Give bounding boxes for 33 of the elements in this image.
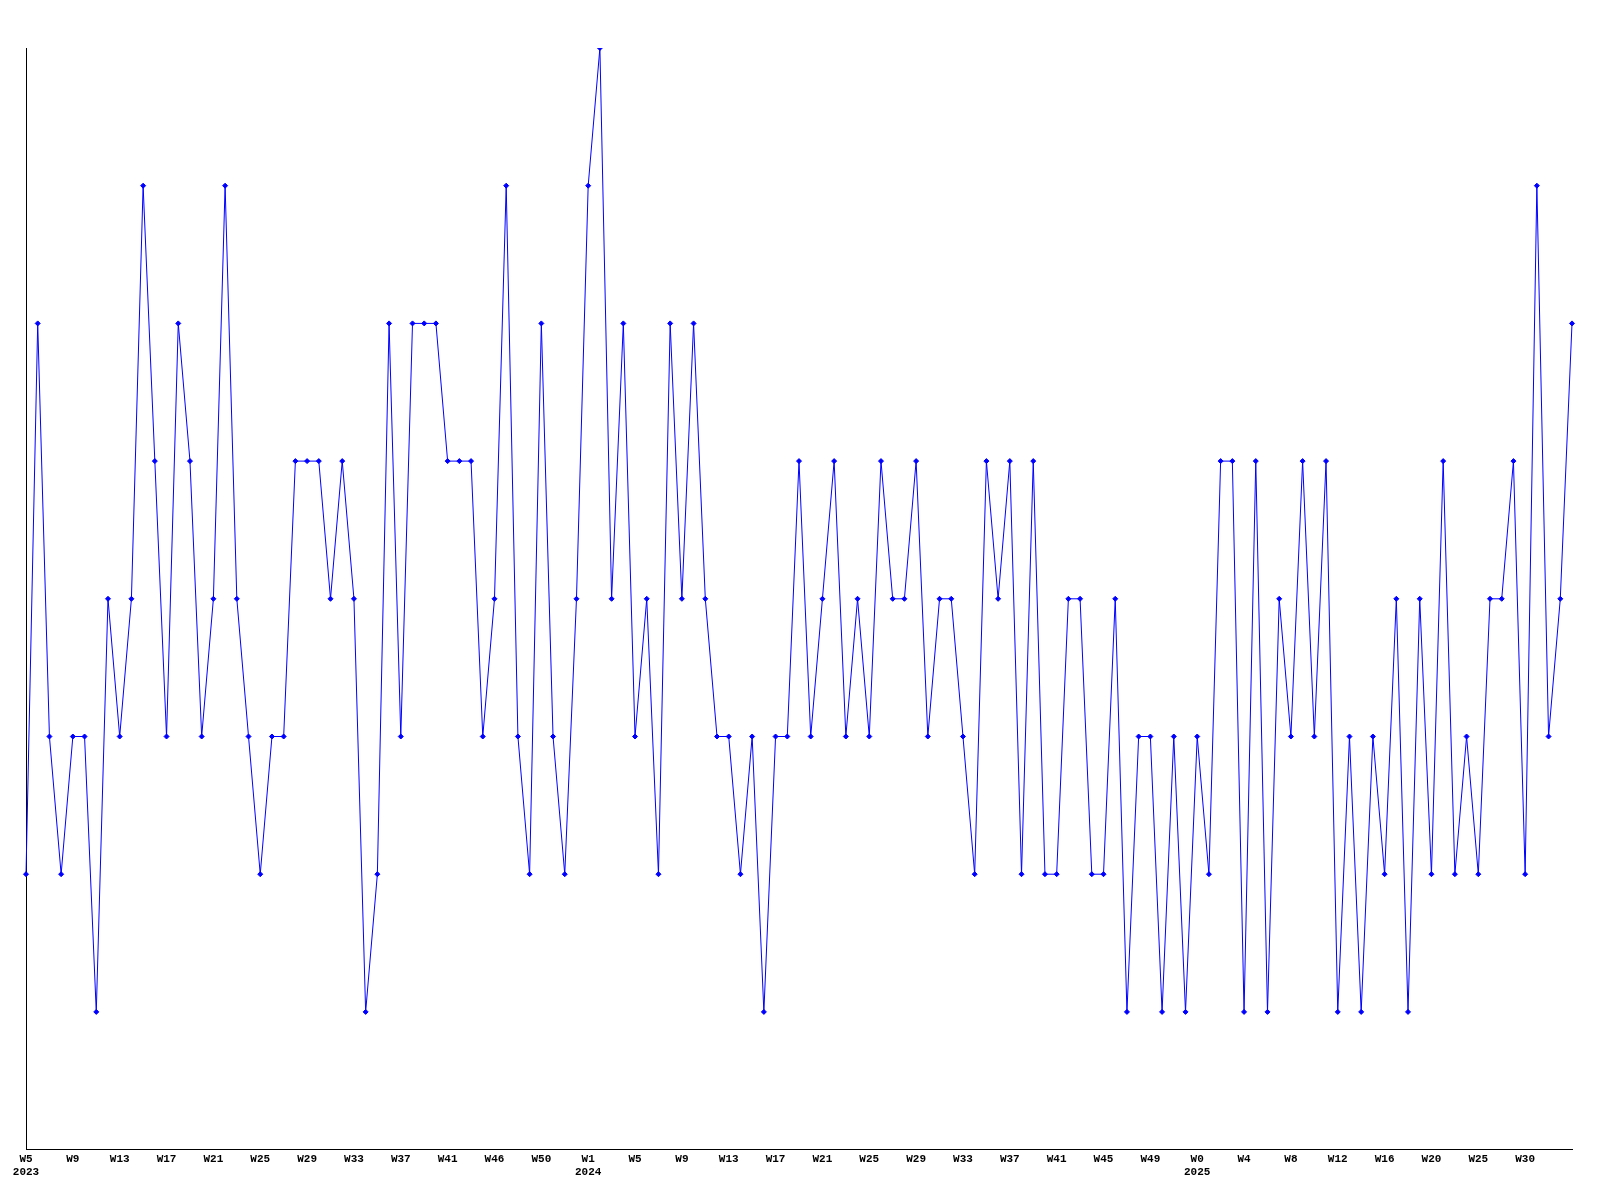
x-tick-label: W37: [390, 1152, 411, 1165]
x-tick-label: W25: [859, 1152, 880, 1165]
x-tick-label: W45: [1093, 1152, 1114, 1165]
x-tick-label: W50: [531, 1152, 552, 1165]
x-tick-label: W21: [812, 1152, 833, 1165]
x-tick-label: W13: [109, 1152, 130, 1165]
x-tick-label: W29: [906, 1152, 927, 1165]
x-tick-label: W21: [203, 1152, 224, 1165]
x-tick-label: W49: [1140, 1152, 1161, 1165]
x-tick-label: W13: [718, 1152, 740, 1165]
x-tick-label: W12: [1327, 1152, 1348, 1165]
x-tick-label: W9: [675, 1152, 689, 1165]
x-tick-label: W20: [1421, 1152, 1442, 1165]
x-tick-label: W9: [66, 1152, 80, 1165]
x-tick-label: W17: [765, 1152, 786, 1165]
x-tick-label: W30: [1515, 1152, 1536, 1165]
x-tick-label: W41: [1046, 1152, 1067, 1165]
x-tick-label: W41: [437, 1152, 458, 1165]
x-tick-label: W5 2023: [12, 1152, 40, 1179]
x-tick-label: W33: [344, 1152, 365, 1165]
x-tick-label: W37: [999, 1152, 1020, 1165]
x-tick-label: W33: [953, 1152, 974, 1165]
x-tick-label: W16: [1374, 1152, 1395, 1165]
x-tick-label: W0 2025: [1184, 1152, 1211, 1179]
x-tick-label: W25: [1468, 1152, 1489, 1165]
x-tick-label: W1 2024: [574, 1152, 602, 1179]
x-tick-label: W4: [1237, 1152, 1252, 1165]
x-tick-label: W29: [297, 1152, 317, 1165]
x-tick-label: W46: [484, 1152, 505, 1165]
x-tick-label: W25: [250, 1152, 271, 1165]
x-tick-label: W8: [1284, 1152, 1298, 1165]
x-tick-label: W5: [628, 1152, 643, 1165]
x-tick-label: W17: [156, 1152, 177, 1165]
